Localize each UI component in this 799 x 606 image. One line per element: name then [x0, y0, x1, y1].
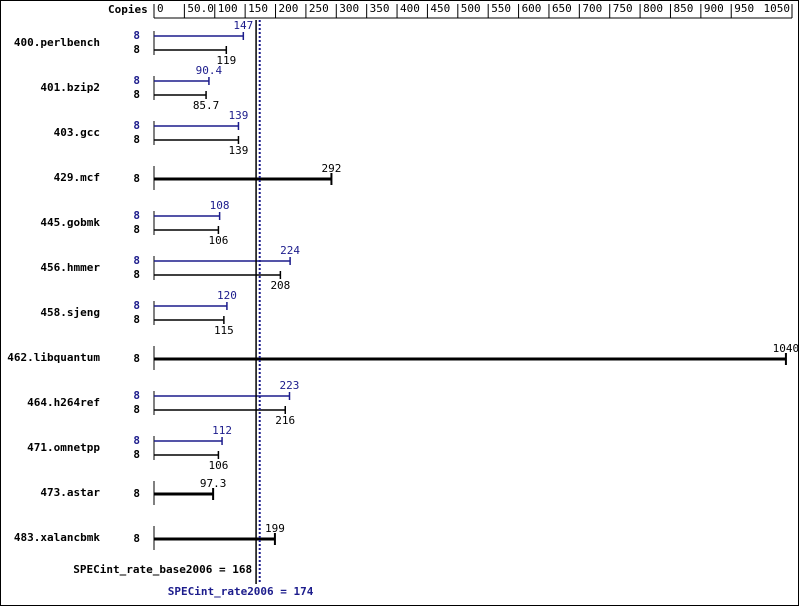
x-tick-label: 800 — [643, 2, 663, 15]
copies-label: 8 — [133, 434, 140, 447]
x-tick-label: 50.0 — [187, 2, 214, 15]
value-label: 85.7 — [193, 99, 220, 112]
value-label: 108 — [210, 199, 230, 212]
category-label: 400.perlbench — [14, 36, 100, 49]
category-label: 464.h264ref — [27, 396, 100, 409]
value-label: 120 — [217, 289, 237, 302]
copies-label: 8 — [133, 313, 140, 326]
value-label: 199 — [265, 522, 285, 535]
x-tick-label: 400 — [400, 2, 420, 15]
value-label: 119 — [216, 54, 236, 67]
x-tick-label: 900 — [704, 2, 724, 15]
category-label: 445.gobmk — [40, 216, 100, 229]
value-label: 106 — [208, 234, 228, 247]
copies-label: 8 — [133, 172, 140, 185]
x-tick-label: 450 — [430, 2, 450, 15]
value-label: 90.4 — [196, 64, 223, 77]
x-tick-label: 0 — [157, 2, 164, 15]
category-label: 401.bzip2 — [40, 81, 100, 94]
x-tick-label: 100 — [218, 2, 238, 15]
copies-label: 8 — [133, 133, 140, 146]
x-tick-label: 750 — [613, 2, 633, 15]
copies-label: 8 — [133, 29, 140, 42]
value-label: 208 — [270, 279, 290, 292]
category-label: 483.xalancbmk — [14, 531, 100, 544]
copies-label: 8 — [133, 487, 140, 500]
x-tick-label: 650 — [552, 2, 572, 15]
category-label: 458.sjeng — [40, 306, 100, 319]
value-label: 115 — [214, 324, 234, 337]
value-label: 216 — [275, 414, 295, 427]
category-label: 456.hmmer — [40, 261, 100, 274]
x-tick-label: 950 — [734, 2, 754, 15]
x-tick-label: 150 — [248, 2, 268, 15]
copies-label: 8 — [133, 209, 140, 222]
x-tick-label: 200 — [279, 2, 299, 15]
value-label: 139 — [229, 109, 249, 122]
copies-label: 8 — [133, 88, 140, 101]
copies-label: 8 — [133, 223, 140, 236]
value-label: 97.3 — [200, 477, 227, 490]
copies-label: 8 — [133, 43, 140, 56]
copies-label: 8 — [133, 119, 140, 132]
x-tick-label: 550 — [491, 2, 511, 15]
copies-label: 8 — [133, 352, 140, 365]
x-tick-label: 1050 — [764, 2, 791, 15]
x-tick-label: 700 — [582, 2, 602, 15]
category-label: 473.astar — [40, 486, 100, 499]
value-label: 1040 — [773, 342, 799, 355]
copies-label: 8 — [133, 532, 140, 545]
category-label: 403.gcc — [54, 126, 100, 139]
x-tick-label: 250 — [309, 2, 329, 15]
category-label: 462.libquantum — [7, 351, 100, 364]
value-label: 224 — [280, 244, 300, 257]
x-tick-label: 600 — [522, 2, 542, 15]
copies-label: 8 — [133, 403, 140, 416]
value-label: 223 — [280, 379, 300, 392]
x-tick-label: 500 — [461, 2, 481, 15]
reference-label: SPECint_rate_base2006 = 168 — [73, 563, 252, 576]
category-label: 471.omnetpp — [27, 441, 100, 454]
category-label: 429.mcf — [54, 171, 100, 184]
copies-header: Copies — [108, 3, 148, 16]
copies-label: 8 — [133, 74, 140, 87]
x-tick-label: 300 — [339, 2, 359, 15]
value-label: 139 — [229, 144, 249, 157]
x-tick-label: 850 — [673, 2, 693, 15]
copies-label: 8 — [133, 254, 140, 267]
value-label: 147 — [233, 19, 253, 32]
copies-label: 8 — [133, 299, 140, 312]
value-label: 112 — [212, 424, 232, 437]
value-label: 106 — [208, 459, 228, 472]
copies-label: 8 — [133, 448, 140, 461]
reference-label: SPECint_rate2006 = 174 — [168, 585, 314, 598]
x-tick-label: 350 — [370, 2, 390, 15]
copies-label: 8 — [133, 268, 140, 281]
value-label: 292 — [321, 162, 341, 175]
copies-label: 8 — [133, 389, 140, 402]
